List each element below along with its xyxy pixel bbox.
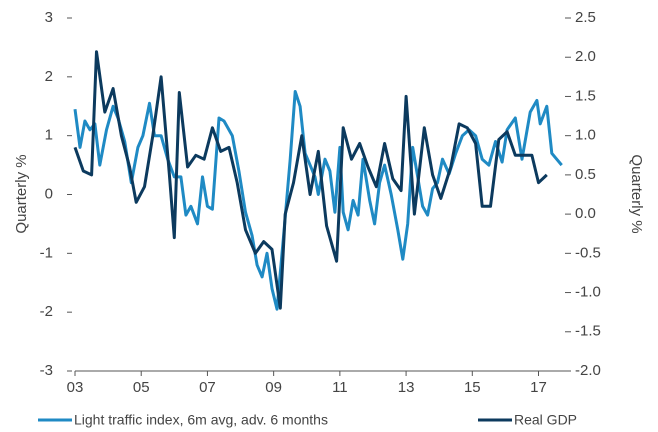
x-tick-label: 05 [133, 379, 150, 396]
y2-tick-label: 0.5 [575, 166, 596, 183]
y-tick-label: 0 [45, 185, 53, 202]
x-tick-label: 17 [530, 379, 547, 396]
y-tick-label: -3 [40, 362, 53, 379]
y-tick-label: -1 [40, 244, 53, 261]
y-tick-label: 3 [45, 9, 53, 26]
y2-tick-label: 2.5 [575, 9, 596, 26]
y2-tick-label: 1.5 [575, 87, 596, 104]
y-tick-label: 2 [45, 68, 53, 85]
y-tick-label: 1 [45, 127, 53, 144]
y2-tick-label: -0.5 [575, 244, 601, 261]
y-axis-label: Quarterly % [13, 154, 30, 233]
y2-tick-label: -1.5 [575, 323, 601, 340]
x-tick-label: 03 [67, 379, 84, 396]
y2-axis-label: Quarterly % [628, 154, 645, 233]
x-tick-label: 15 [464, 379, 481, 396]
x-tick-label: 13 [398, 379, 415, 396]
legend-label: Real GDP [514, 412, 577, 428]
y2-tick-label: -1.0 [575, 284, 601, 301]
x-tick-label: 11 [332, 379, 348, 396]
y2-tick-label: -2.0 [575, 362, 601, 379]
y2-tick-label: 2.0 [575, 48, 596, 65]
x-tick-label: 07 [199, 379, 216, 396]
y2-tick-label: 0.0 [575, 205, 596, 222]
series-line [73, 90, 563, 311]
x-tick-label: 09 [265, 379, 282, 396]
legend-label: Light traffic index, 6m avg, adv. 6 mont… [74, 412, 328, 428]
y-tick-label: -2 [40, 303, 53, 320]
series-line [73, 50, 548, 310]
y2-tick-label: 1.0 [575, 127, 596, 144]
